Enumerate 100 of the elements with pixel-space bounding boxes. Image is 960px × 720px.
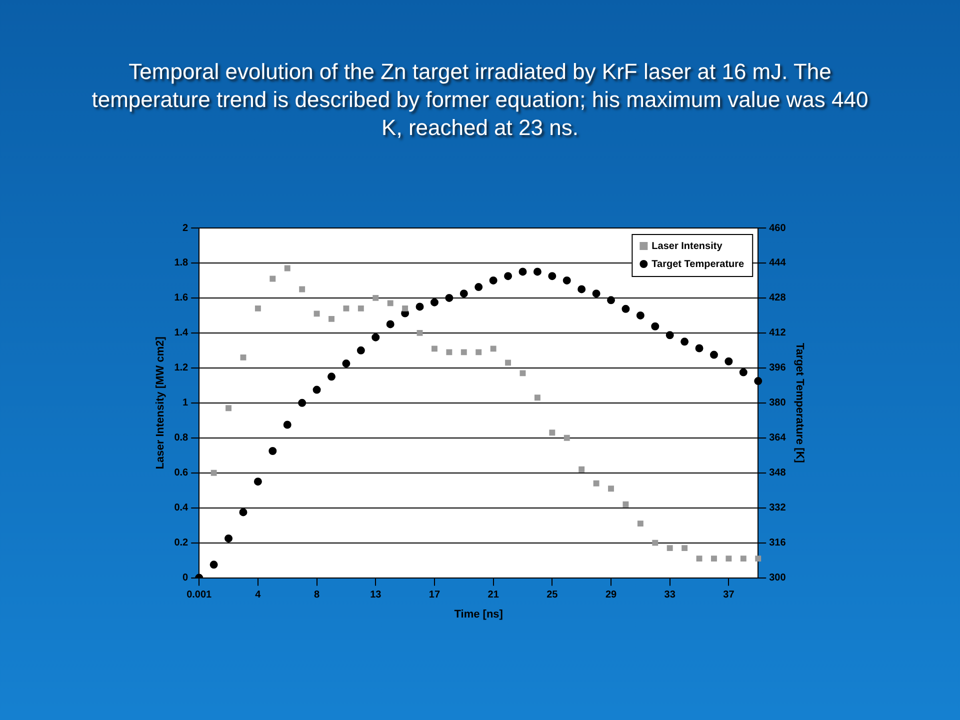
point (518, 268, 527, 276)
point (724, 357, 733, 366)
y2-tick-label: 444 (769, 258, 786, 269)
point (666, 545, 673, 552)
point (682, 545, 688, 552)
point (740, 556, 746, 562)
point (402, 305, 408, 312)
point (593, 480, 600, 486)
point (446, 349, 452, 356)
y2-tick-label: 428 (769, 292, 786, 304)
x-tick-label: 25 (546, 590, 558, 601)
point (343, 305, 350, 312)
y-tick-label: 2 (182, 222, 189, 234)
y-axis-title: Laser Intensity [MW cm2] (154, 336, 167, 470)
point (711, 556, 717, 562)
point (505, 360, 512, 366)
point (608, 486, 614, 492)
point (312, 386, 321, 394)
point (298, 398, 306, 407)
y2-tick-label: 396 (769, 362, 786, 374)
point (696, 556, 702, 562)
point (387, 300, 394, 306)
point (224, 534, 233, 542)
y-tick-label: 1.6 (174, 292, 189, 304)
point (460, 290, 468, 298)
point (226, 405, 232, 412)
point (430, 298, 438, 306)
point (533, 268, 542, 276)
point (239, 508, 248, 516)
point (254, 478, 262, 486)
point (695, 344, 704, 352)
point (622, 501, 629, 508)
x-tick-label: 8 (314, 590, 320, 601)
point (636, 311, 644, 320)
y2-tick-label: 316 (769, 538, 786, 549)
chart-title: Temporal evolution of the Zn target irradiated by KrF laser at 16 mJ. The temperature trend is described by former equation; his maximum value was 440 K, reached at 23 ns. (90, 58, 870, 142)
point (622, 304, 630, 313)
point (358, 305, 364, 312)
point (651, 322, 660, 330)
point (270, 276, 276, 282)
point (562, 276, 571, 284)
point (445, 294, 454, 302)
point (372, 333, 380, 342)
x-tick-label: 17 (428, 590, 440, 601)
y2-tick-label: 364 (769, 432, 786, 444)
point (504, 272, 512, 280)
x-tick-label: 0.001 (186, 590, 212, 601)
point (284, 265, 290, 272)
x-tick-label: 4 (255, 590, 262, 601)
point (726, 556, 732, 562)
point (416, 302, 424, 311)
y-tick-label: 1 (182, 398, 189, 409)
point (254, 305, 261, 312)
point (460, 349, 467, 356)
point (755, 556, 762, 562)
y2-tick-label: 332 (769, 502, 786, 514)
point (342, 360, 350, 368)
point (739, 368, 748, 376)
point (637, 520, 644, 527)
x-tick-label: 33 (664, 590, 676, 601)
point (283, 420, 292, 429)
point (710, 350, 718, 359)
point (652, 540, 658, 546)
point (534, 394, 540, 401)
y-tick-label: 0.6 (174, 468, 189, 479)
point (578, 466, 585, 472)
point (592, 290, 600, 298)
y2-tick-label: 412 (769, 328, 786, 339)
y2-tick-label: 300 (769, 572, 786, 584)
point (666, 331, 674, 340)
point (754, 377, 762, 386)
point (210, 470, 217, 476)
point (489, 276, 498, 284)
y2-tick-label: 348 (769, 468, 786, 479)
x-tick-label: 13 (370, 590, 382, 601)
point (549, 430, 556, 436)
legend-label: Target Temperature (652, 258, 745, 270)
point (328, 372, 336, 381)
x-tick-label: 37 (723, 590, 735, 601)
point (314, 310, 320, 317)
x-axis-title: Time [ns] (454, 608, 504, 620)
y-tick-label: 0.2 (174, 538, 189, 549)
point (607, 296, 616, 304)
y-tick-label: 0 (182, 572, 189, 584)
x-tick-label: 21 (488, 590, 500, 601)
point (564, 434, 570, 441)
point (240, 354, 246, 360)
y2-tick-label: 460 (769, 222, 786, 234)
point (386, 320, 394, 328)
point (680, 338, 689, 346)
y2-axis-title: Target Temperature [K] (793, 342, 806, 464)
point (578, 285, 586, 294)
y-tick-label: 1.8 (174, 258, 189, 269)
point (268, 447, 277, 455)
point (372, 294, 379, 301)
point (548, 272, 556, 280)
point (490, 346, 496, 352)
y-tick-label: 1.2 (174, 362, 189, 374)
point (299, 286, 306, 292)
point (356, 346, 365, 354)
